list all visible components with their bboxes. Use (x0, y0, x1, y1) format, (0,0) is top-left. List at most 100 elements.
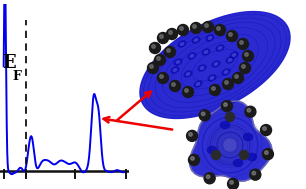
FancyArrowPatch shape (103, 117, 172, 130)
Circle shape (211, 150, 221, 160)
Ellipse shape (224, 70, 228, 74)
Circle shape (165, 46, 176, 57)
Circle shape (169, 31, 172, 34)
Ellipse shape (207, 146, 217, 154)
Circle shape (152, 45, 155, 48)
Circle shape (260, 125, 271, 136)
Ellipse shape (194, 38, 198, 42)
Circle shape (204, 173, 215, 184)
Ellipse shape (208, 75, 216, 81)
Circle shape (182, 87, 193, 98)
Circle shape (205, 24, 208, 27)
Polygon shape (210, 125, 250, 165)
Circle shape (185, 89, 188, 92)
Circle shape (263, 127, 266, 130)
Circle shape (155, 54, 166, 66)
Circle shape (191, 22, 201, 33)
Circle shape (240, 150, 248, 160)
Ellipse shape (174, 59, 182, 65)
Circle shape (160, 75, 163, 78)
Circle shape (237, 39, 248, 50)
Polygon shape (223, 138, 237, 152)
Circle shape (229, 33, 232, 36)
Ellipse shape (222, 69, 230, 75)
Circle shape (180, 27, 183, 30)
Circle shape (210, 84, 221, 95)
Circle shape (247, 108, 251, 112)
Circle shape (187, 130, 198, 141)
Circle shape (263, 149, 274, 160)
Circle shape (191, 157, 194, 160)
Ellipse shape (178, 41, 186, 47)
Circle shape (240, 63, 251, 74)
Circle shape (217, 27, 220, 30)
Ellipse shape (188, 53, 196, 59)
Circle shape (222, 101, 233, 112)
Ellipse shape (206, 35, 214, 41)
Ellipse shape (164, 49, 172, 55)
Ellipse shape (220, 121, 230, 129)
Circle shape (158, 73, 169, 84)
Ellipse shape (166, 50, 170, 54)
Ellipse shape (243, 133, 253, 141)
Circle shape (252, 171, 256, 175)
Ellipse shape (192, 37, 200, 43)
Circle shape (203, 22, 214, 33)
Ellipse shape (180, 42, 184, 46)
Ellipse shape (186, 72, 190, 76)
Ellipse shape (198, 65, 206, 71)
Circle shape (233, 73, 244, 84)
Ellipse shape (196, 82, 200, 86)
Circle shape (157, 57, 160, 60)
Circle shape (225, 81, 228, 84)
Ellipse shape (212, 61, 220, 67)
Circle shape (170, 81, 181, 91)
Ellipse shape (190, 54, 194, 58)
Circle shape (245, 53, 248, 56)
Text: E: E (2, 54, 16, 72)
Circle shape (226, 112, 234, 122)
Circle shape (199, 110, 210, 121)
Ellipse shape (202, 49, 210, 55)
Circle shape (224, 103, 227, 106)
Circle shape (265, 151, 268, 154)
Ellipse shape (232, 53, 236, 57)
Circle shape (206, 175, 210, 179)
Circle shape (201, 112, 205, 116)
Circle shape (177, 25, 188, 36)
Circle shape (212, 87, 215, 90)
Ellipse shape (184, 71, 192, 77)
Circle shape (240, 41, 243, 44)
Ellipse shape (210, 76, 215, 80)
Circle shape (172, 83, 175, 86)
Ellipse shape (230, 52, 238, 58)
Circle shape (235, 75, 238, 78)
Circle shape (242, 65, 245, 68)
Circle shape (215, 25, 226, 36)
Circle shape (193, 25, 196, 28)
Circle shape (226, 30, 237, 42)
Circle shape (166, 29, 177, 40)
Ellipse shape (218, 46, 222, 50)
Circle shape (222, 78, 233, 90)
Circle shape (150, 43, 161, 53)
Ellipse shape (228, 58, 232, 62)
Ellipse shape (173, 68, 177, 72)
Ellipse shape (204, 50, 208, 54)
Ellipse shape (247, 153, 257, 161)
Circle shape (188, 154, 200, 165)
Circle shape (242, 50, 253, 61)
Circle shape (250, 169, 261, 180)
Ellipse shape (176, 60, 180, 64)
Circle shape (230, 180, 233, 184)
Circle shape (228, 178, 239, 189)
Polygon shape (217, 132, 243, 158)
Polygon shape (140, 12, 290, 119)
Ellipse shape (171, 67, 179, 73)
Ellipse shape (194, 81, 202, 87)
Circle shape (150, 65, 153, 68)
Circle shape (158, 33, 169, 43)
Circle shape (147, 63, 159, 74)
Polygon shape (190, 101, 272, 181)
Ellipse shape (200, 66, 204, 70)
